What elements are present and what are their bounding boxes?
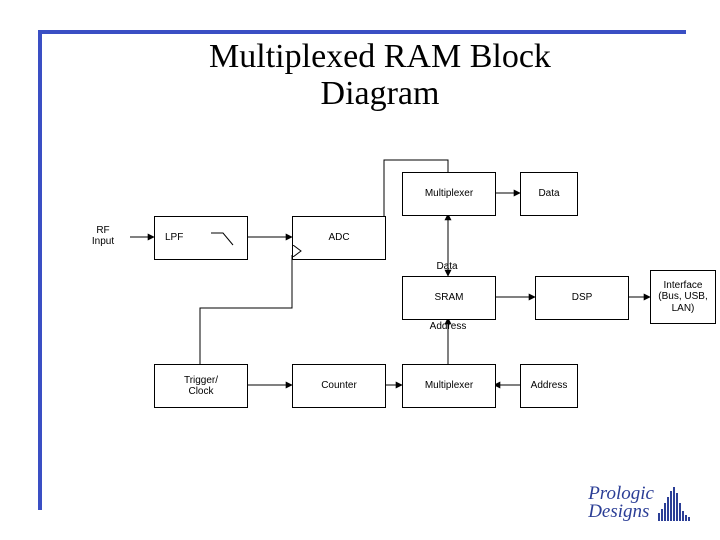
logo: Prologic Designs	[588, 485, 690, 520]
block-mux_top: Multiplexer	[402, 172, 496, 216]
block-data_top: Data	[520, 172, 578, 216]
block-label-address_r: Address	[531, 380, 568, 392]
edge-trigger-adc_clk	[200, 255, 292, 364]
block-rf_input: RF Input	[76, 221, 130, 251]
block-dsp: DSP	[535, 276, 629, 320]
logo-bars-icon	[658, 483, 692, 523]
block-address_up: Address	[424, 320, 472, 334]
block-counter: Counter	[292, 364, 386, 408]
block-address_r: Address	[520, 364, 578, 408]
block-label-sram: SRAM	[435, 292, 464, 304]
block-label-data_mid: Data	[436, 261, 457, 273]
block-data_mid: Data	[430, 260, 464, 274]
block-mux_bot: Multiplexer	[402, 364, 496, 408]
block-label-address_up: Address	[430, 321, 467, 333]
lpf-response-icon	[209, 229, 237, 247]
block-trigger: Trigger/ Clock	[154, 364, 248, 408]
block-label-trigger: Trigger/ Clock	[184, 375, 218, 398]
block-label-data_top: Data	[538, 188, 559, 200]
block-label-counter: Counter	[321, 380, 357, 392]
block-label-dsp: DSP	[572, 292, 593, 304]
block-sram: SRAM	[402, 276, 496, 320]
block-label-rf_input: RF Input	[92, 225, 114, 248]
block-label-adc: ADC	[328, 232, 349, 244]
block-diagram: RF Input LPF ADC Multiplexer Data Data SRAM DSP…	[0, 0, 720, 540]
block-interface: Interface (Bus, USB, LAN)	[650, 270, 716, 324]
diagram-wires	[0, 0, 720, 540]
block-lpf: LPF	[154, 216, 248, 260]
block-label-interface: Interface (Bus, USB, LAN)	[658, 280, 707, 315]
block-label-mux_top: Multiplexer	[425, 188, 473, 200]
block-label-mux_bot: Multiplexer	[425, 380, 473, 392]
clock-notch-icon	[293, 245, 303, 257]
block-adc: ADC	[292, 216, 386, 260]
block-label-lpf: LPF	[165, 232, 183, 244]
logo-line-2: Designs	[588, 501, 649, 522]
